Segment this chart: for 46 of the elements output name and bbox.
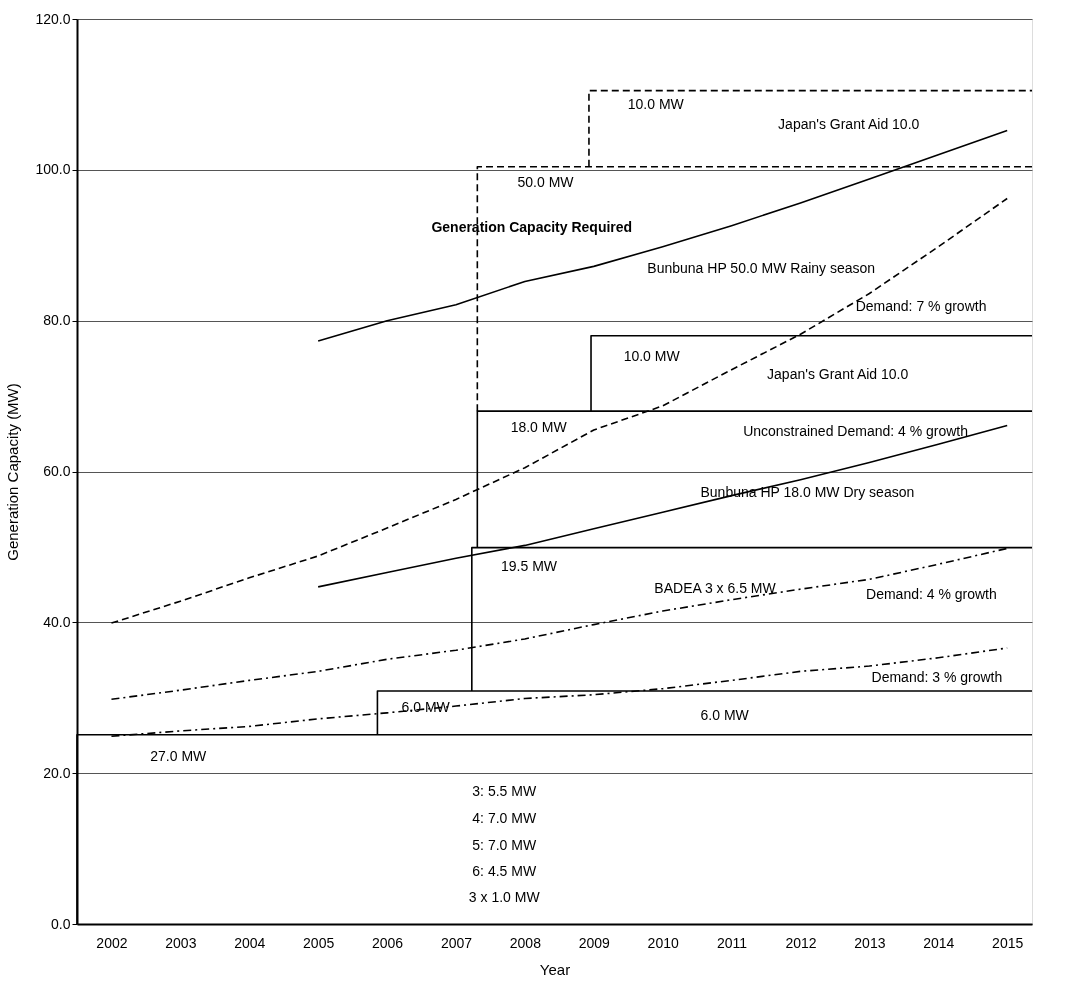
y-tick-label: 40.0 bbox=[43, 613, 71, 630]
annotation: 18.0 MW bbox=[510, 418, 568, 435]
annotation: Demand: 3 % growth bbox=[871, 669, 1003, 686]
annotation: 19.5 MW bbox=[501, 557, 558, 574]
x-tick-label: 2003 bbox=[165, 934, 197, 951]
annotation: 27.0 MW bbox=[150, 747, 208, 764]
annotation: Japan's Grant Aid 10.0 bbox=[778, 116, 920, 133]
y-axis-title: Generation Capacity (MW) bbox=[4, 383, 22, 561]
x-tick-label: 2015 bbox=[992, 934, 1024, 951]
annotation: 10.0 MW bbox=[623, 347, 681, 364]
annotation: 6.0 MW bbox=[700, 706, 750, 723]
annotation: 6: 4.5 MW bbox=[472, 862, 537, 879]
x-tick-label: 2007 bbox=[440, 934, 473, 951]
annotation: 3: 5.5 MW bbox=[472, 783, 537, 800]
annotation: 4: 7.0 MW bbox=[472, 810, 537, 827]
x-tick-label: 2005 bbox=[303, 934, 335, 951]
x-tick-label: 2006 bbox=[371, 934, 404, 951]
annotation: 6.0 MW bbox=[401, 699, 451, 716]
annotation: Demand: 7 % growth bbox=[855, 298, 987, 315]
x-tick-label: 2002 bbox=[96, 934, 128, 951]
x-tick-label: 2014 bbox=[923, 934, 955, 951]
y-tick-label: 100.0 bbox=[35, 161, 71, 178]
y-tick-label: 0.0 bbox=[51, 915, 71, 932]
annotation: Demand: 4 % growth bbox=[866, 586, 997, 603]
x-tick-label: 2008 bbox=[509, 934, 542, 951]
annotation: 50.0 MW bbox=[517, 173, 575, 190]
y-tick-label: 60.0 bbox=[43, 463, 71, 479]
annotation: 5: 7.0 MW bbox=[472, 836, 537, 853]
annotation: Bunbuna HP 18.0 MW Dry season bbox=[700, 483, 915, 500]
annotation: Unconstrained Demand: 4 % growth bbox=[743, 423, 969, 440]
x-tick-label: 2009 bbox=[578, 934, 611, 951]
x-tick-label: 2012 bbox=[785, 934, 817, 951]
y-tick-label: 80.0 bbox=[43, 312, 71, 329]
x-tick-label: 2011 bbox=[717, 934, 748, 951]
x-axis-title: Year bbox=[539, 960, 571, 978]
x-tick-label: 2013 bbox=[854, 934, 886, 951]
x-tick-label: 2010 bbox=[647, 934, 679, 951]
y-tick-label: 120.0 bbox=[35, 10, 71, 27]
annotation: Bunbuna HP 50.0 MW Rainy season bbox=[647, 259, 876, 276]
annotation: Japan's Grant Aid 10.0 bbox=[767, 365, 909, 382]
annotation: BADEA 3 x 6.5 MW bbox=[654, 580, 777, 597]
annotation: 3 x 1.0 MW bbox=[468, 889, 541, 906]
x-tick-label: 2004 bbox=[234, 934, 266, 951]
y-tick-label: 20.0 bbox=[43, 764, 71, 781]
annotation: Generation Capacity Required bbox=[431, 218, 633, 235]
annotation: 10.0 MW bbox=[627, 95, 685, 112]
